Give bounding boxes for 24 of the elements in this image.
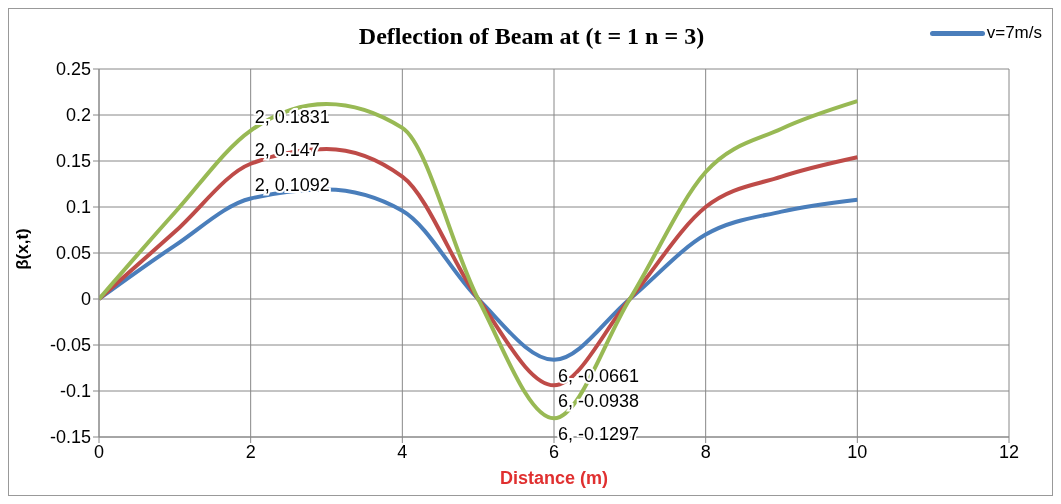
x-tick-label: 0 — [93, 441, 105, 462]
y-tick-label: -0.15 — [49, 427, 91, 448]
y-axis-title: β(x,t) — [13, 228, 33, 270]
x-tick-label: 2 — [245, 441, 256, 462]
y-tick-label: 0.2 — [65, 105, 91, 126]
data-label: 2, 0.1831 — [254, 106, 330, 127]
x-axis-title: Distance (m) — [499, 468, 609, 489]
x-tick-label: 10 — [847, 441, 868, 462]
x-tick-label: 6 — [548, 441, 560, 462]
y-tick-label: -0.05 — [49, 335, 91, 356]
data-label: 6, -0.0938 — [558, 391, 640, 412]
x-tick-label: 4 — [397, 441, 408, 462]
y-tick-label: 0.15 — [55, 151, 91, 172]
x-tick-label: 8 — [700, 441, 711, 462]
x-tick-label: 12 — [998, 441, 1020, 462]
chart-title: Deflection of Beam at (t = 1 n = 3) — [358, 23, 705, 49]
y-tick-label: 0.05 — [55, 243, 91, 264]
line-series — [99, 99, 860, 421]
legend-label: v=7m/s — [986, 23, 1042, 43]
data-label: 6, -0.1297 — [558, 424, 640, 445]
y-tick-label: -0.1 — [59, 381, 91, 402]
y-tick-label: 0 — [80, 289, 91, 310]
y-tick-label: 0.1 — [65, 197, 91, 218]
y-tick-label: 0.25 — [55, 59, 91, 80]
